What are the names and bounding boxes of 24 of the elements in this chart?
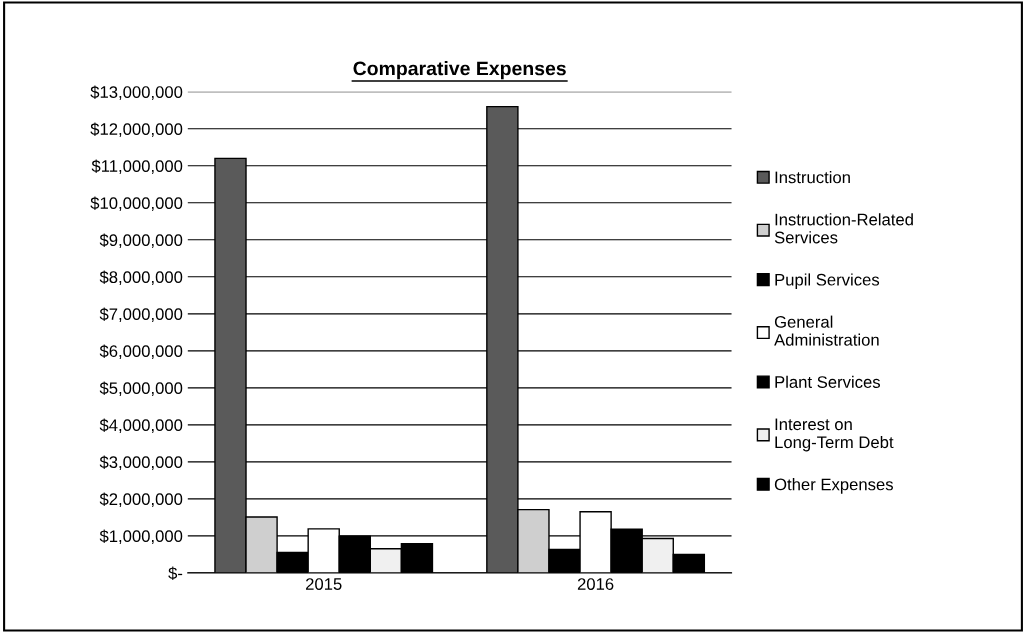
y-tick-label: $6,000,000: [99, 344, 183, 359]
y-tick-label: $3,000,000: [99, 455, 183, 471]
legend-label: Pupil Services: [775, 273, 880, 289]
y-tick-label: $1,000,000: [99, 529, 183, 545]
chart-title: Comparative Expenses: [353, 61, 566, 80]
y-tick-label: $9,000,000: [99, 233, 183, 248]
legend-label: Plant Services: [775, 375, 881, 388]
y-tick-label: $4,000,000: [99, 418, 183, 434]
legend-label: Interest on Long-Term Debt: [775, 418, 894, 452]
x-tick-label: 2015: [306, 578, 342, 590]
legend-label: Instruction: [775, 171, 850, 184]
y-tick-label: $8,000,000: [99, 270, 183, 285]
y-tick-label: $11,000,000: [91, 159, 183, 174]
y-tick-label: $2,000,000: [99, 492, 183, 508]
y-tick-label: $7,000,000: [99, 307, 183, 322]
x-tick-label: 2016: [577, 578, 614, 590]
legend-label: Other Expenses: [774, 478, 893, 494]
y-tick-label: $10,000,000: [90, 196, 183, 211]
y-tick-label: $-: [168, 566, 183, 581]
y-tick-label: $12,000,000: [90, 122, 183, 137]
y-tick-label: $5,000,000: [99, 381, 183, 397]
legend-label: General Administration: [774, 315, 879, 346]
legend-label: Instruction-Related Services: [774, 213, 913, 244]
y-tick-label: $13,000,000: [90, 85, 183, 100]
